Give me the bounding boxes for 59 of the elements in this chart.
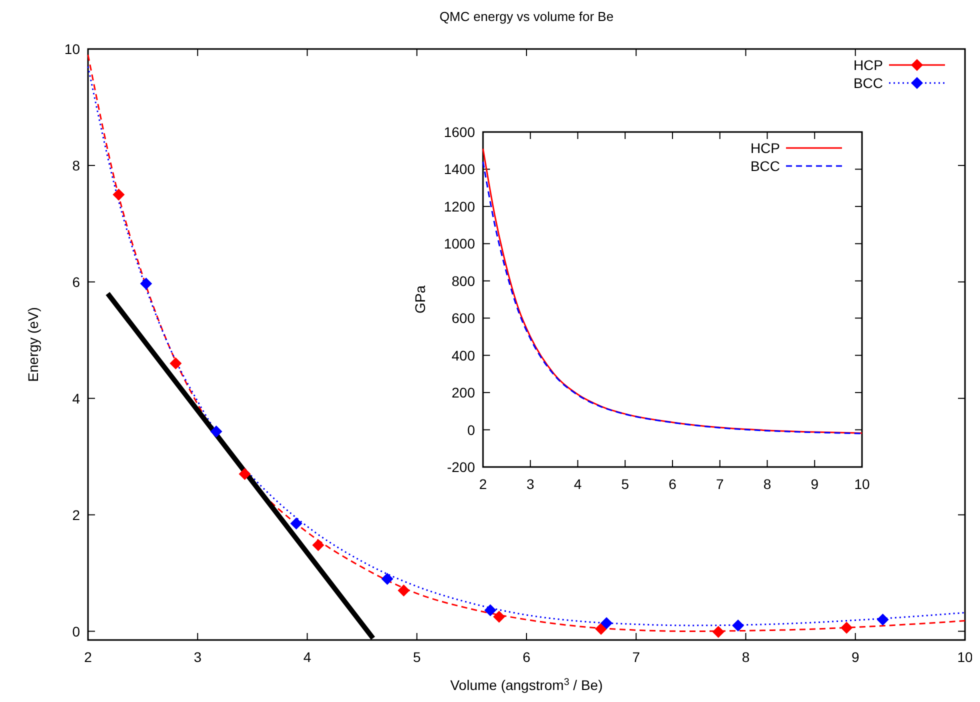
x-tick-label: 8 (742, 649, 750, 665)
y-tick-label: 800 (452, 272, 476, 289)
legend-label: HCP (853, 57, 883, 73)
point (876, 614, 889, 626)
point (312, 539, 324, 552)
y-tick-label: 1000 (444, 236, 476, 252)
legend-label: BCC (853, 75, 883, 91)
x-tick-label: 4 (574, 476, 582, 492)
y-tick-label: 2 (72, 506, 80, 523)
y-tick-label: 600 (452, 310, 476, 326)
x-tick-label: 7 (632, 649, 640, 665)
legend-label: BCC (750, 158, 780, 174)
y-tick-label: 10 (64, 41, 80, 57)
x-tick-label: 5 (412, 649, 421, 665)
point (493, 610, 506, 623)
point (732, 619, 744, 632)
y-tick-label: 400 (452, 347, 476, 364)
y-tick-label: 6 (72, 274, 80, 290)
x-tick-label: 6 (522, 649, 531, 665)
x-tick-label: 3 (526, 476, 534, 492)
x-axis-title: Volume (angstrom$^{3}$ / Be) (450, 676, 603, 693)
x-tick-label: 3 (194, 649, 202, 665)
x-tick-label: 10 (854, 476, 870, 492)
y-axis-title: Energy (eV) (25, 307, 41, 382)
point (140, 278, 152, 290)
legend-label: HCP (750, 140, 780, 156)
x-tick-label: 8 (763, 476, 772, 492)
x-tick-label: 4 (303, 649, 312, 665)
x-tick-label: 9 (851, 649, 860, 665)
y-axis-title: GPa (412, 285, 428, 314)
chart-title: QMC energy vs volume for Be (439, 9, 614, 24)
y-tick-label: 1200 (444, 198, 476, 214)
point (290, 518, 302, 530)
point (712, 626, 724, 638)
point (595, 622, 608, 635)
x-tick-label: 2 (84, 649, 92, 665)
x-tick-label: 2 (479, 476, 488, 492)
x-tick-label: 10 (957, 649, 973, 665)
point (210, 426, 222, 438)
point (170, 357, 182, 370)
point (840, 622, 853, 634)
y-tick-label: 200 (452, 384, 476, 401)
x-tick-label: 7 (716, 476, 724, 492)
point (238, 468, 251, 480)
point (600, 617, 613, 630)
point (484, 604, 496, 616)
y-tick-label: 1400 (444, 161, 476, 178)
point (398, 584, 410, 597)
point (112, 188, 125, 201)
y-tick-label: 0 (467, 422, 476, 438)
point (381, 572, 394, 585)
x-tick-label: 5 (621, 476, 630, 492)
y-tick-label: 4 (72, 390, 80, 406)
y-tick-label: -200 (446, 459, 476, 475)
y-tick-label: 0 (72, 623, 80, 640)
y-tick-label: 8 (72, 157, 80, 174)
x-tick-label: 6 (668, 476, 677, 492)
y-tick-label: 1600 (444, 124, 476, 140)
x-tick-label: 9 (810, 476, 819, 492)
